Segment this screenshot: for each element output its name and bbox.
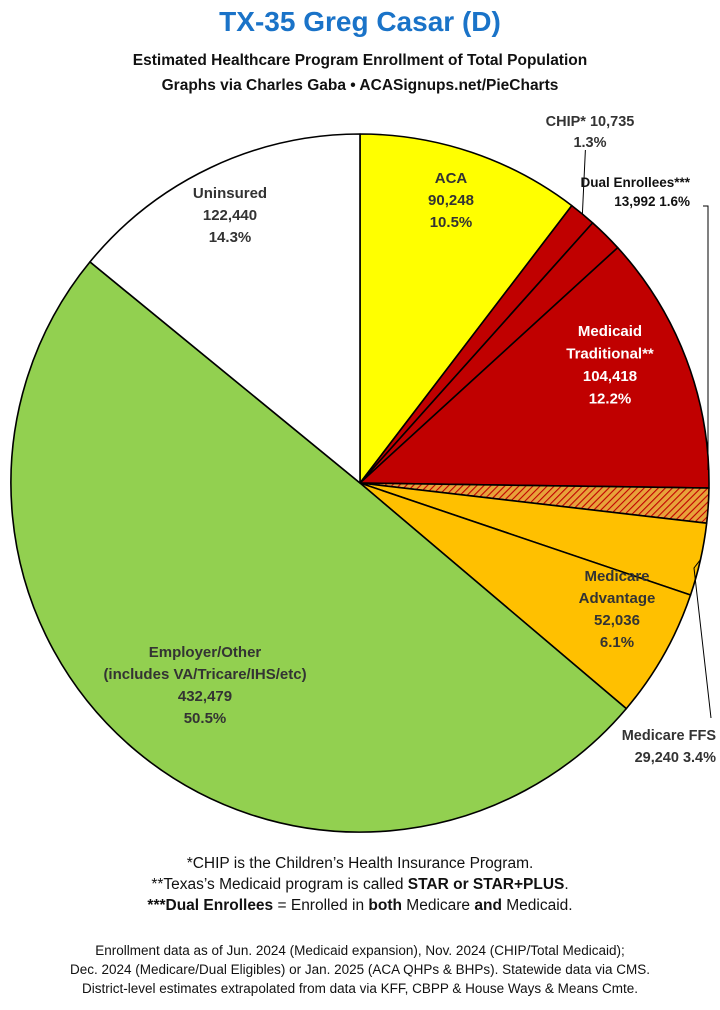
source-line: Enrollment data as of Jun. 2024 (Medicai… (95, 943, 625, 958)
label-uninsured-line: Uninsured (193, 185, 267, 202)
leader-line-medicare-ffs (693, 559, 712, 719)
label-medicare-advantage-line: Advantage (579, 590, 656, 607)
label-uninsured-line: 14.3% (209, 229, 252, 246)
leader-line-dual (703, 205, 709, 470)
source-line: District-level estimates extrapolated fr… (82, 981, 638, 996)
label-medicaid-line: 104,418 (583, 368, 637, 385)
label-chip-line: CHIP* 10,735 (546, 114, 635, 130)
label-medicare-advantage-line: 52,036 (594, 612, 640, 629)
page-title: TX-35 Greg Casar (D) (219, 6, 501, 37)
label-medicare-advantage-line: Medicare (584, 568, 649, 585)
source-line: Dec. 2024 (Medicare/Dual Eligibles) or J… (70, 962, 650, 977)
credit-line: Graphs via Charles Gaba • ACASignups.net… (161, 77, 559, 94)
slice-labels: ACA 90,248 10.5% Medicaid Traditional** 104,4… (103, 114, 716, 766)
footnote-chip: *CHIP is the Children’s Health Insurance… (186, 855, 534, 872)
pie-chart: ACA 90,248 10.5% Medicaid Traditional** 104,4… (10, 114, 716, 833)
label-chip-line: 1.3% (573, 135, 606, 151)
footnote-dual: ***Dual Enrollees = Enrolled in both Med… (147, 897, 573, 914)
label-employer-line: 50.5% (184, 710, 227, 727)
pie-slice-uninsured (89, 133, 361, 484)
pie-slice-medicare-advantage (359, 482, 692, 710)
label-medicare-advantage-line: 6.1% (600, 634, 634, 651)
label-medicaid-line: Traditional** (566, 346, 654, 363)
pie-slice-employer-other-includes-va-tricare-ihs-etc (10, 261, 628, 833)
label-medicare-ffs-line: 29,240 3.4% (635, 750, 717, 766)
label-medicaid-line: 12.2% (589, 391, 632, 408)
leader-lines (581, 149, 712, 719)
label-uninsured-line: 122,440 (203, 207, 257, 224)
label-dual-line: Dual Enrollees*** (580, 175, 690, 190)
subtitle: Estimated Healthcare Program Enrollment … (132, 52, 588, 69)
label-aca-line: 10.5% (430, 214, 473, 231)
leader-line-chip (581, 149, 586, 215)
label-medicaid-line: Medicaid (578, 323, 642, 340)
label-employer-line: (includes VA/Tricare/IHS/etc) (103, 666, 306, 683)
label-employer-line: Employer/Other (149, 644, 262, 661)
source-note: Enrollment data as of Jun. 2024 (Medicai… (0, 941, 720, 998)
label-dual-line: 13,992 1.6% (614, 194, 690, 209)
label-employer-line: 432,479 (178, 688, 232, 705)
label-aca-line: 90,248 (428, 192, 474, 209)
footnote-medicaid: **Texas’s Medicaid program is called STA… (151, 876, 569, 893)
pie-slice-aca (359, 133, 573, 484)
footnotes: *CHIP is the Children’s Health Insurance… (0, 853, 720, 916)
pie-slices (10, 133, 710, 833)
label-aca-line: ACA (435, 170, 468, 187)
label-medicare-ffs-line: Medicare FFS (622, 728, 717, 744)
